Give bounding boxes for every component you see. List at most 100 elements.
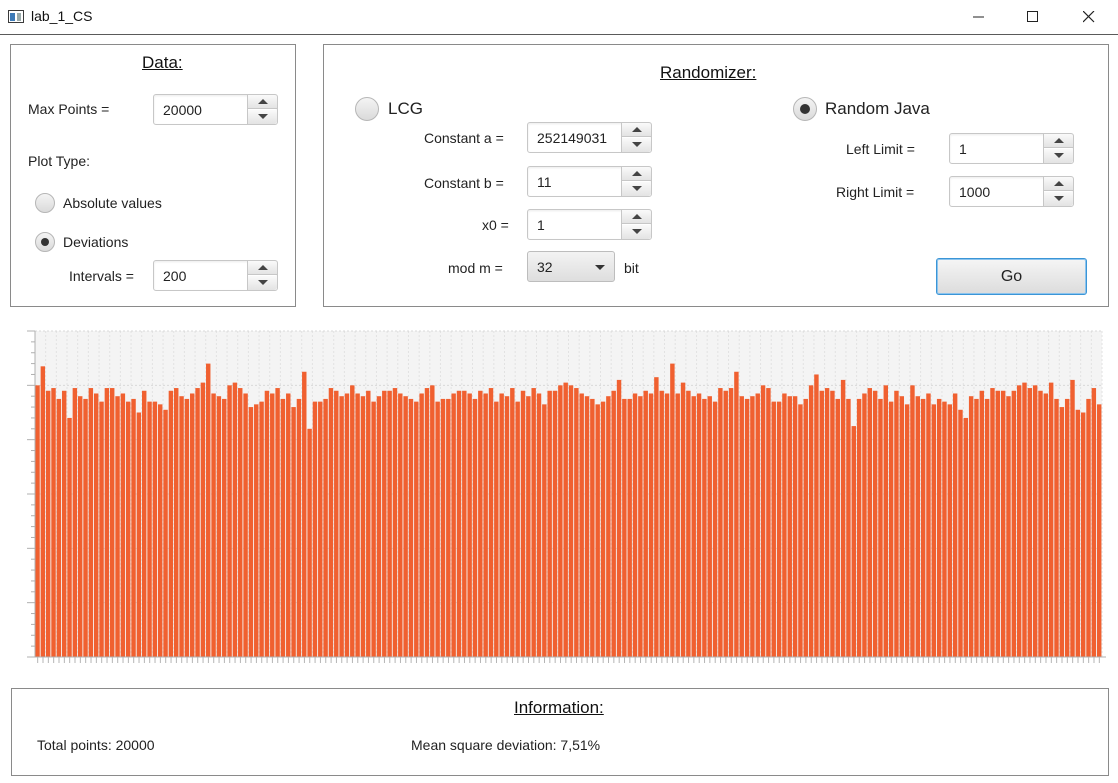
histogram-bar bbox=[323, 398, 328, 657]
spinner-buttons bbox=[1043, 177, 1073, 206]
histogram-bar bbox=[77, 396, 83, 657]
chevron-down-icon[interactable] bbox=[248, 110, 277, 124]
histogram-bar bbox=[216, 396, 222, 657]
left-limit-value[interactable]: 1 bbox=[959, 141, 967, 157]
chevron-down-icon[interactable] bbox=[622, 182, 651, 196]
histogram-bar bbox=[312, 401, 318, 657]
histogram-bar bbox=[558, 385, 563, 657]
histogram-bar bbox=[366, 390, 371, 657]
constant-a-label: Constant a = bbox=[424, 130, 504, 146]
histogram-bar bbox=[723, 390, 728, 657]
histogram-bar bbox=[467, 393, 472, 657]
constant-a-value[interactable]: 252149031 bbox=[537, 130, 608, 146]
histogram-bar bbox=[579, 393, 584, 657]
left-limit-spinner[interactable]: 1 bbox=[949, 133, 1074, 164]
histogram-bar bbox=[926, 393, 931, 657]
histogram-bar bbox=[595, 404, 600, 657]
go-button[interactable]: Go bbox=[936, 258, 1087, 295]
histogram-bar bbox=[1000, 390, 1006, 657]
right-limit-spinner[interactable]: 1000 bbox=[949, 176, 1074, 207]
histogram-bar bbox=[51, 388, 56, 657]
histogram-bar bbox=[627, 398, 632, 657]
chevron-up-icon[interactable] bbox=[622, 123, 651, 137]
lcg-radio[interactable] bbox=[355, 97, 379, 121]
histogram-bar bbox=[200, 382, 206, 657]
chevron-down-icon[interactable] bbox=[248, 276, 277, 290]
histogram-bar bbox=[136, 412, 142, 657]
mod-m-value[interactable]: 32 bbox=[537, 259, 553, 275]
histogram-bar bbox=[1022, 382, 1027, 657]
x0-spinner[interactable]: 1 bbox=[527, 209, 652, 240]
histogram-bar bbox=[93, 393, 99, 657]
information-panel: Information: Total points: 20000 Mean sq… bbox=[11, 688, 1109, 776]
histogram-bar bbox=[35, 385, 40, 657]
histogram-bar bbox=[824, 388, 830, 657]
lcg-label[interactable]: LCG bbox=[388, 99, 423, 118]
right-limit-value[interactable]: 1000 bbox=[959, 184, 991, 200]
close-button[interactable] bbox=[1066, 0, 1112, 34]
maximize-button[interactable] bbox=[1010, 0, 1056, 34]
minimize-icon bbox=[973, 16, 984, 18]
mod-m-dropdown[interactable]: 32 bbox=[527, 251, 615, 282]
random-java-radio[interactable] bbox=[793, 97, 817, 121]
histogram-bar bbox=[782, 393, 787, 657]
histogram-bar bbox=[990, 388, 995, 657]
deviations-label[interactable]: Deviations bbox=[63, 234, 129, 250]
intervals-label: Intervals = bbox=[69, 268, 134, 284]
histogram-bar bbox=[238, 388, 243, 657]
histogram-bar bbox=[83, 398, 88, 657]
histogram-bar bbox=[696, 393, 702, 657]
histogram-bar bbox=[814, 374, 819, 657]
absolute-values-radio[interactable] bbox=[35, 193, 55, 213]
histogram-bar bbox=[606, 396, 611, 657]
histogram-bar bbox=[142, 390, 147, 657]
chevron-up-icon[interactable] bbox=[622, 210, 651, 224]
histogram-bar bbox=[542, 404, 547, 657]
histogram-bar bbox=[574, 388, 579, 657]
minimize-button[interactable] bbox=[956, 0, 1002, 34]
histogram-bar bbox=[456, 390, 462, 657]
histogram-bar bbox=[1070, 379, 1075, 657]
absolute-values-label[interactable]: Absolute values bbox=[63, 195, 162, 211]
histogram-bar bbox=[360, 396, 366, 657]
histogram-bar bbox=[888, 401, 894, 657]
x0-value[interactable]: 1 bbox=[537, 217, 545, 233]
chevron-down-icon[interactable] bbox=[595, 265, 605, 270]
histogram-bar bbox=[691, 396, 696, 657]
histogram-bar bbox=[174, 388, 179, 657]
histogram-bar bbox=[440, 398, 446, 657]
chevron-up-icon[interactable] bbox=[248, 261, 277, 275]
histogram-bar bbox=[419, 393, 424, 657]
constant-b-spinner[interactable]: 11 bbox=[527, 166, 652, 197]
chevron-down-icon[interactable] bbox=[1044, 149, 1073, 163]
constant-a-spinner[interactable]: 252149031 bbox=[527, 122, 652, 153]
deviations-radio[interactable] bbox=[35, 232, 55, 252]
histogram-bar bbox=[376, 396, 382, 657]
random-java-label[interactable]: Random Java bbox=[825, 99, 930, 118]
constant-b-value[interactable]: 11 bbox=[537, 174, 552, 190]
chevron-down-icon[interactable] bbox=[1044, 192, 1073, 206]
chevron-up-icon[interactable] bbox=[622, 167, 651, 181]
histogram-bar bbox=[792, 396, 798, 657]
histogram-bar bbox=[670, 363, 675, 657]
histogram-bar bbox=[760, 385, 766, 657]
chevron-down-icon[interactable] bbox=[622, 138, 651, 152]
spinner-buttons bbox=[621, 210, 651, 239]
chevron-up-icon[interactable] bbox=[248, 95, 277, 109]
total-points-text: Total points: 20000 bbox=[37, 737, 155, 753]
max-points-spinner[interactable]: 20000 bbox=[153, 94, 278, 125]
histogram-bar bbox=[184, 398, 190, 657]
intervals-value[interactable]: 200 bbox=[163, 268, 187, 284]
histogram-bar bbox=[483, 393, 488, 657]
histogram-bar bbox=[899, 396, 905, 657]
max-points-label: Max Points = bbox=[28, 101, 110, 117]
chevron-up-icon[interactable] bbox=[1044, 134, 1073, 148]
intervals-spinner[interactable]: 200 bbox=[153, 260, 278, 291]
window-titlebar: lab_1_CS bbox=[0, 0, 1118, 35]
histogram-bar bbox=[520, 390, 526, 657]
histogram-bar bbox=[766, 388, 771, 657]
histogram-bar bbox=[643, 390, 648, 657]
chevron-down-icon[interactable] bbox=[622, 225, 651, 239]
chevron-up-icon[interactable] bbox=[1044, 177, 1073, 191]
max-points-value[interactable]: 20000 bbox=[163, 102, 202, 118]
